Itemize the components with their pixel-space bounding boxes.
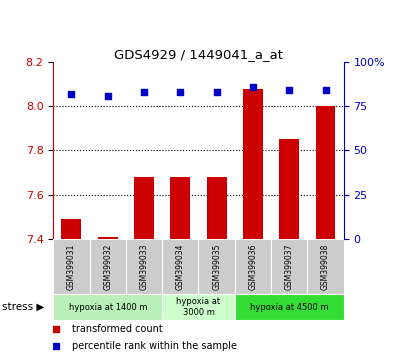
Bar	[53, 294, 162, 320]
Point	[105, 93, 111, 98]
Bar	[235, 239, 271, 294]
Bar	[162, 239, 199, 294]
Text: GSM399036: GSM399036	[248, 243, 258, 290]
Point	[322, 87, 329, 93]
Text: GSM399034: GSM399034	[176, 243, 185, 290]
Bar	[90, 239, 126, 294]
Bar	[53, 239, 90, 294]
Text: GSM399031: GSM399031	[67, 243, 76, 290]
Point	[286, 87, 292, 93]
Bar	[243, 88, 263, 239]
Bar	[316, 106, 335, 239]
Text: hypoxia at 4500 m: hypoxia at 4500 m	[250, 303, 329, 312]
Bar	[235, 294, 344, 320]
Bar	[207, 177, 227, 239]
Text: GSM399038: GSM399038	[321, 243, 330, 290]
Point	[250, 84, 256, 90]
Bar	[134, 177, 154, 239]
Point	[213, 89, 220, 95]
Text: GSM399035: GSM399035	[212, 243, 221, 290]
Text: hypoxia at
3000 m: hypoxia at 3000 m	[177, 297, 220, 317]
Bar	[126, 239, 162, 294]
Point	[53, 343, 59, 349]
Bar	[170, 177, 190, 239]
Bar	[62, 219, 81, 239]
Point	[177, 89, 184, 95]
Bar	[307, 239, 344, 294]
Text: stress ▶: stress ▶	[2, 302, 44, 312]
Bar	[98, 237, 118, 239]
Text: percentile rank within the sample: percentile rank within the sample	[72, 341, 237, 351]
Text: GSM399037: GSM399037	[285, 243, 294, 290]
Point	[53, 326, 59, 332]
Text: hypoxia at 1400 m: hypoxia at 1400 m	[68, 303, 147, 312]
Bar	[162, 294, 235, 320]
Text: transformed count: transformed count	[72, 324, 163, 334]
Point	[68, 91, 75, 97]
Point	[141, 89, 147, 95]
Bar	[271, 239, 307, 294]
Bar	[199, 239, 235, 294]
Text: GSM399033: GSM399033	[139, 243, 149, 290]
Title: GDS4929 / 1449041_a_at: GDS4929 / 1449041_a_at	[114, 48, 283, 61]
Text: GSM399032: GSM399032	[103, 243, 112, 290]
Bar	[279, 139, 299, 239]
